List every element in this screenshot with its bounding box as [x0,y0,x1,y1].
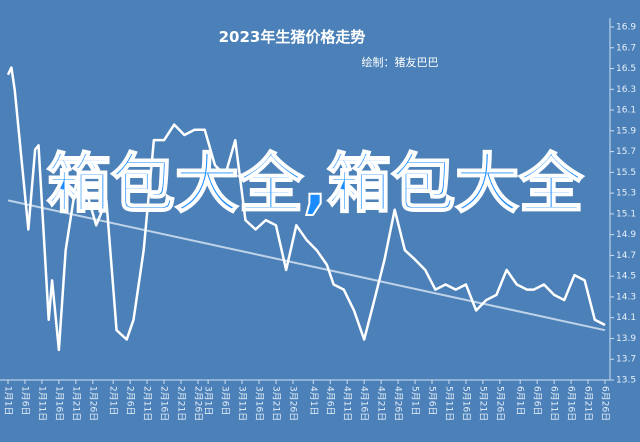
x-tick-label: 6月6日 [532,386,543,415]
x-tick-label: 4月6日 [325,386,336,415]
x-tick-label: 3月21日 [270,386,281,421]
x-tick-label: 5月6日 [427,386,438,415]
x-tick-label: 3月16日 [254,386,265,421]
y-tick-label: 14.5 [616,272,636,282]
y-tick-label: 15.9 [616,126,636,136]
x-tick-label: 3月6日 [220,386,231,415]
x-tick-label: 3月26日 [287,386,298,421]
y-tick-label: 15.5 [616,168,636,178]
y-tick-label: 13.9 [616,334,636,344]
x-tick-label: 4月16日 [359,386,370,421]
x-tick-label: 5月26日 [494,386,505,421]
y-tick-label: 15.7 [616,147,636,157]
x-tick-label: 6月16日 [566,386,577,421]
x-tick-label: 1月1日 [3,386,14,415]
chart-title: 2023年生猪价格走势 [219,28,366,46]
y-tick-label: 14.7 [616,251,636,261]
x-tick-label: 1月16日 [53,386,64,421]
y-tick-label: 15.1 [616,209,636,219]
chart-subtitle: 绘制：猪友巴巴 [362,55,439,69]
x-tick-label: 6月26日 [600,386,611,421]
y-tick-label: 16.9 [616,23,636,33]
x-tick-label: 1月11日 [36,386,47,421]
y-tick-label: 16.3 [616,85,636,95]
x-tick-label: 4月26日 [393,386,404,421]
y-tick-label: 16.5 [616,64,636,74]
x-tick-label: 5月16日 [460,386,471,421]
x-tick-label: 2月26日 [192,386,203,421]
y-tick-label: 13.7 [616,355,636,365]
x-tick-label: 4月11日 [342,386,353,421]
x-tick-label: 1月6日 [19,386,30,415]
x-tick-label: 2月16日 [159,386,170,421]
x-tick-label: 1月26日 [87,386,98,421]
y-tick-label: 16.1 [616,106,636,116]
x-tick-label: 5月1日 [410,386,421,415]
y-tick-label: 14.9 [616,230,636,240]
x-tick-label: 3月11日 [237,386,248,421]
x-tick-label: 2月11日 [142,386,153,421]
x-tick-label: 6月1日 [515,386,526,415]
y-tick-label: 13.5 [616,376,636,386]
x-tick-label: 6月11日 [549,386,560,421]
x-tick-label: 4月1日 [308,386,319,415]
y-tick-label: 15.3 [616,189,636,199]
watermark: 箱包大全,箱包大全 [46,148,584,222]
y-tick-label: 14.1 [616,313,636,323]
x-tick-label: 2月1日 [108,386,119,415]
x-tick-label: 2月6日 [125,386,136,415]
price-line [6,66,606,352]
x-tick-label: 1月21日 [70,386,81,421]
x-tick-label: 4月21日 [376,386,387,421]
x-tick-label: 5月21日 [477,386,488,421]
x-tick-label: 5月11日 [443,386,454,421]
y-tick-label: 16.7 [616,43,636,53]
y-tick-label: 14.3 [616,292,636,302]
x-tick-label: 3月1日 [203,386,214,415]
x-tick-label: 2月21日 [175,386,186,421]
x-tick-label: 6月21日 [583,386,594,421]
